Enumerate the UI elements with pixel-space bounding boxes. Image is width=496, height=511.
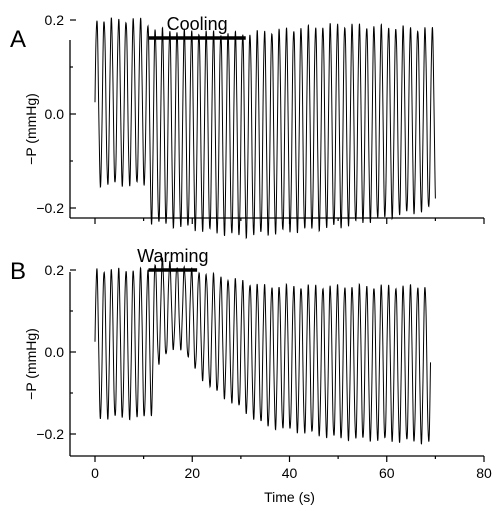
panel-b-y-ticks: 0.2 0.0 −0.2 <box>36 262 76 442</box>
panel-b-x-axis-title: Time (s) <box>264 489 315 505</box>
panel-a-annotation-label: Cooling <box>167 14 228 34</box>
panel-b-y-tick-label-1: 0.0 <box>45 344 65 360</box>
panel-b-y-tick-label-0: 0.2 <box>45 262 65 278</box>
panel-a-x-ticks <box>94 218 485 224</box>
panel-b-letter: B <box>10 258 26 285</box>
panel-a-pressure-trace <box>94 17 436 240</box>
panel-b-annotation-label: Warming <box>137 246 208 266</box>
panel-b-x-tick-label-3: 60 <box>379 465 395 481</box>
panel-b: B Warming −P (mmHg) Time (s) 0.20.0−0.2 … <box>10 246 492 505</box>
panel-b-x-tick-label-2: 40 <box>282 465 298 481</box>
panel-b-y-tick-label-2: −0.2 <box>36 426 64 442</box>
panel-a-y-tick-label-2: −0.2 <box>36 200 64 216</box>
panel-a-y-tick-label-1: 0.0 <box>45 106 65 122</box>
panel-b-x-tick-label-4: 80 <box>476 465 492 481</box>
panel-b-y-axis-title: −P (mmHg) <box>23 328 39 400</box>
panel-a-letter: A <box>10 26 26 53</box>
panel-b-pressure-trace <box>94 257 432 445</box>
panel-b-x-tick-label-0: 0 <box>91 465 99 481</box>
panel-a: A Cooling −P (mmHg) 0.2 0.0 −0.2 <box>10 12 485 240</box>
panel-a-y-axis-title: −P (mmHg) <box>23 93 39 165</box>
panel-b-x-ticks: 0 20 40 60 80 <box>91 456 492 481</box>
panel-a-y-ticks: 0.2 0.0 −0.2 <box>36 12 76 216</box>
panel-b-x-tick-label-1: 20 <box>184 465 200 481</box>
panel-a-y-tick-label-0: 0.2 <box>45 12 65 28</box>
